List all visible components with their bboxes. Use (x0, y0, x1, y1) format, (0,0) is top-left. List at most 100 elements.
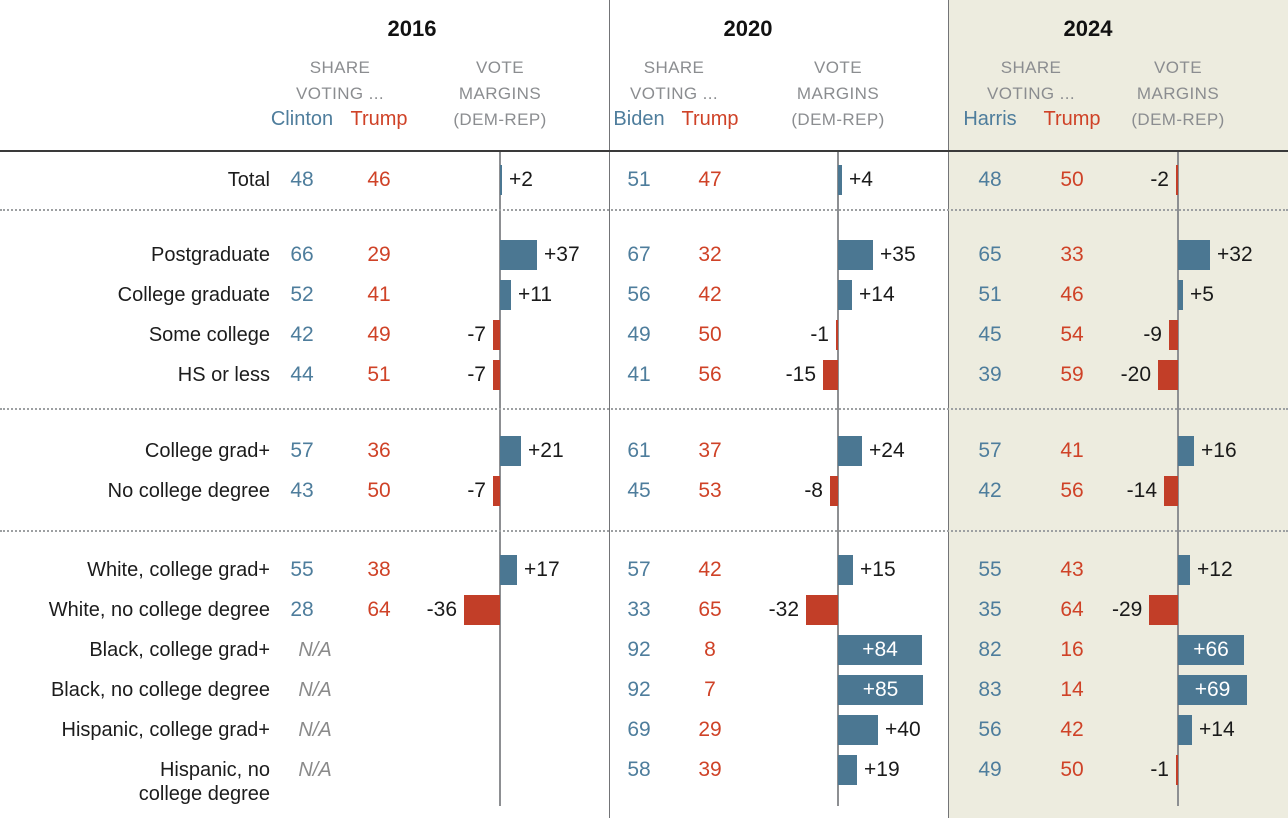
margin-value: +14 (1199, 718, 1235, 741)
rep-share-value: 29 (698, 718, 722, 741)
margin-bar (1176, 165, 1178, 195)
rep-share-value: 37 (698, 439, 722, 462)
table-row: White, no college degree 28 64 -36 33 65 -32 35… (0, 590, 1288, 630)
vote-margin-cell: +16 (1112, 431, 1288, 471)
margin-value: -32 (768, 598, 799, 621)
dem-share-value: 66 (290, 243, 314, 266)
dem-share-value: 33 (627, 598, 651, 621)
dem-candidate-label: Harris (963, 108, 1017, 130)
vote-margin-cell: +15 (751, 550, 948, 590)
margin-bar (493, 320, 500, 350)
rep-candidate-label: Trump (350, 108, 408, 130)
margin-bar (838, 436, 862, 466)
vote-margin-cell: +5 (1112, 275, 1288, 315)
dem-share-value: 28 (290, 598, 314, 621)
vote-margin-cell: +40 (751, 710, 948, 750)
na-value: N/A (298, 679, 332, 701)
row-label: Black, no college degree (50, 679, 270, 701)
table-row: College graduate 52 41 +11 56 42 +14 51 46 +5 (0, 275, 1288, 315)
dem-share-value: 55 (978, 558, 1002, 581)
rep-share-value: 50 (1060, 168, 1084, 191)
vote-margin-cell: -1 (1112, 750, 1288, 790)
margin-header-line: VOTE (476, 58, 524, 77)
year-title: 2024 (1063, 16, 1113, 41)
margin-header-line: (DEM-REP) (791, 110, 885, 129)
margin-bar (1164, 476, 1178, 506)
margin-bar (838, 635, 922, 665)
rep-share-value: 38 (367, 558, 391, 581)
dem-share-value: 52 (290, 283, 314, 306)
margin-bar (838, 755, 857, 785)
dem-share-value: 48 (290, 168, 314, 191)
table-row: HS or less 44 51 -7 41 56 -15 39 59 -20 (0, 355, 1288, 395)
vote-margin-cell: +2 (416, 160, 609, 200)
margin-bar (823, 360, 838, 390)
margin-bar (830, 476, 838, 506)
dem-share-value: 55 (290, 558, 314, 581)
margin-bar (838, 240, 873, 270)
rep-share-value: 41 (367, 283, 391, 306)
margin-value: +17 (524, 558, 560, 581)
rep-share-value: 42 (698, 558, 722, 581)
margin-bar (1178, 675, 1247, 705)
margin-bar (1178, 635, 1244, 665)
margin-value: +2 (509, 168, 533, 191)
dem-share-value: 57 (978, 439, 1002, 462)
year-title: 2020 (723, 16, 773, 41)
table-row: Some college 42 49 -7 49 50 -1 45 54 -9 (0, 315, 1288, 355)
vote-margin-cell: +11 (416, 275, 609, 315)
vote-margin-cell: -8 (751, 471, 948, 511)
vote-margin-cell: +19 (751, 750, 948, 790)
margin-header-line: (DEM-REP) (453, 110, 547, 129)
dem-share-value: 44 (290, 363, 314, 386)
rep-share-value: 49 (367, 323, 391, 346)
margin-value: -9 (1143, 323, 1162, 346)
dem-share-value: 61 (627, 439, 651, 462)
vote-margin-cell: -7 (416, 355, 609, 395)
share-header-line: VOTING ... (295, 84, 385, 103)
margin-value: +35 (880, 243, 916, 266)
rep-share-value: 42 (698, 283, 722, 306)
margin-bar (838, 165, 842, 195)
vote-margin-cell: +37 (416, 235, 609, 275)
rep-share-value: 41 (1060, 439, 1084, 462)
share-header-line: SHARE (1000, 58, 1062, 77)
group-separator (0, 530, 1288, 532)
vote-margin-cell: +85 (751, 670, 948, 710)
share-header-line: SHARE (643, 58, 705, 77)
rep-share-value: 47 (698, 168, 722, 191)
vote-margin-cell: -2 (1112, 160, 1288, 200)
margin-bar (500, 436, 521, 466)
vote-margin-cell: -32 (751, 590, 948, 630)
dem-share-value: 57 (290, 439, 314, 462)
margin-bar (1149, 595, 1178, 625)
table-row: Postgraduate 66 29 +37 67 32 +35 65 33 +32 (0, 235, 1288, 275)
row-label: White, no college degree (48, 599, 270, 621)
dem-share-value: 45 (627, 479, 651, 502)
margin-axis-2024 (1177, 151, 1179, 806)
margin-value: +69 (1194, 678, 1231, 701)
margin-value: -15 (785, 363, 816, 386)
margin-value: -14 (1126, 479, 1157, 502)
vote-margin-cell: -36 (416, 590, 609, 630)
row-label: Hispanic, college grad+ (61, 719, 270, 741)
table-row: White, college grad+ 55 38 +17 57 42 +15 55 43 +1… (0, 550, 1288, 590)
share-header-line: VOTING ... (629, 84, 719, 103)
vote-margin-cell: +4 (751, 160, 948, 200)
rep-share-value: 56 (1060, 479, 1084, 502)
rep-share-value: 65 (698, 598, 722, 621)
vote-margin-cell: -15 (751, 355, 948, 395)
rep-share-value: 50 (367, 479, 391, 502)
dem-candidate-label: Clinton (270, 108, 334, 130)
rep-share-value: 39 (698, 758, 722, 781)
margin-bar (500, 240, 537, 270)
rep-share-value: 42 (1060, 718, 1084, 741)
margin-value: -7 (467, 363, 486, 386)
dem-share-value: 92 (627, 638, 651, 661)
margin-bar (1178, 715, 1192, 745)
dem-share-value: 56 (627, 283, 651, 306)
dem-share-value: 42 (290, 323, 314, 346)
row-label: No college degree (107, 480, 270, 502)
margin-value: +32 (1217, 243, 1253, 266)
